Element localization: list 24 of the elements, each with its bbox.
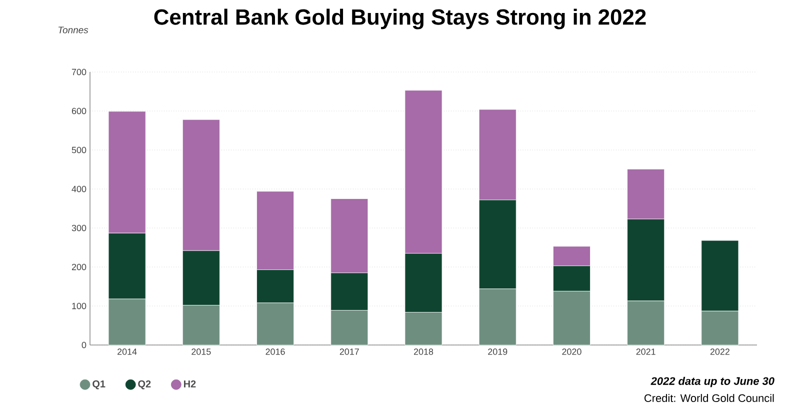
x-tick-label: 2015 [192,348,211,355]
x-tick-label: 2017 [340,348,359,355]
y-tick-label: 200 [72,264,86,270]
x-tick-label: 2019 [488,348,508,355]
chart-title: Central Bank Gold Buying Stays Strong in 2022 [154,8,646,30]
legend-label: H2 [184,380,196,388]
x-tick-label: 2020 [562,348,582,355]
text: 2022 data up to June 30 [650,376,774,388]
x-tick-label: 2018 [414,348,434,355]
legend-label: Q2 [138,380,151,390]
x-tick-label: 2016 [266,348,285,355]
y-tick-label: 500 [72,146,86,154]
y-tick-label: 0 [82,342,86,348]
x-tick-label: 2022 [710,348,730,355]
x-tick-label: 2014 [118,348,137,355]
y-tick-label: 600 [72,108,86,114]
x-tick-label: 2021 [636,348,656,355]
y-tick-label: 100 [72,302,86,310]
y-tick-label: 700 [72,68,86,76]
y-tick-label: 300 [72,224,86,232]
y-axis-title: Tonnes [58,26,88,34]
y-tick-label: 400 [72,186,86,192]
text: Credit: World Gold Council [644,394,774,402]
legend-label: Q1 [92,380,106,390]
